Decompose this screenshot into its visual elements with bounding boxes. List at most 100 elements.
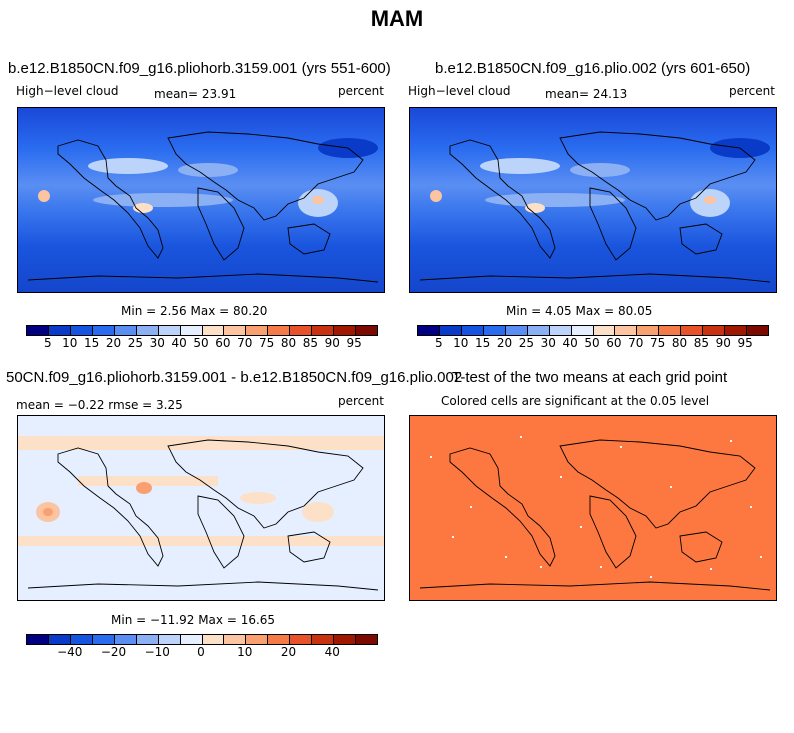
panel-4-map bbox=[409, 415, 777, 601]
colorbar-tick-label: 85 bbox=[302, 336, 319, 350]
colorbar-tick-label: 40 bbox=[562, 336, 578, 350]
colorbar-tick-label: 30 bbox=[540, 336, 556, 350]
panel-2-mean-label: mean= 24.13 bbox=[545, 87, 628, 101]
colorbar-tick-label: 80 bbox=[280, 336, 297, 350]
colorbar-swatch bbox=[27, 635, 49, 644]
colorbar-swatch bbox=[615, 326, 638, 335]
colorbar-tick-label: −10 bbox=[144, 645, 170, 659]
panel-3-units-label: percent bbox=[338, 394, 384, 408]
panel-2-map-graphic bbox=[410, 108, 776, 292]
panel-1-colorbar-ticks: 5 10 15 20 25 30 40 50 60 70 75 80 85 90 95 bbox=[26, 336, 376, 352]
colorbar-swatch bbox=[637, 326, 660, 335]
colorbar-swatch bbox=[114, 326, 137, 335]
panel-4-title: T-test of the two means at each grid poi… bbox=[452, 369, 728, 386]
colorbar-swatch bbox=[593, 326, 616, 335]
panel-2-variable-label: High−level cloud bbox=[408, 84, 511, 98]
panel-2-map bbox=[409, 107, 777, 293]
colorbar-swatch bbox=[725, 326, 748, 335]
panel-4-map-graphic bbox=[410, 416, 776, 600]
colorbar-swatch bbox=[418, 326, 440, 335]
colorbar-swatch bbox=[747, 326, 768, 335]
panel-1-map bbox=[17, 107, 385, 293]
panel-3-min-max: Min = −11.92 Max = 16.65 bbox=[111, 613, 276, 627]
colorbar-swatch bbox=[70, 635, 93, 644]
colorbar-swatch bbox=[334, 326, 357, 335]
colorbar-swatch bbox=[136, 635, 159, 644]
colorbar-tick-label: 20 bbox=[496, 336, 513, 350]
panel-1-variable-label: High−level cloud bbox=[16, 84, 119, 98]
colorbar-tick-label: 50 bbox=[584, 336, 600, 350]
colorbar-swatch bbox=[312, 635, 335, 644]
panel-1-colorbar bbox=[26, 325, 378, 336]
panel-2-units-label: percent bbox=[729, 84, 775, 98]
colorbar-swatch bbox=[27, 326, 49, 335]
panel-3-map-graphic bbox=[18, 416, 384, 600]
colorbar-swatch bbox=[334, 635, 357, 644]
colorbar-tick-label: 30 bbox=[149, 336, 165, 350]
colorbar-tick-label: 95 bbox=[737, 336, 753, 350]
colorbar-swatch bbox=[180, 635, 203, 644]
colorbar-swatch bbox=[681, 326, 704, 335]
colorbar-swatch bbox=[136, 326, 159, 335]
colorbar-swatch bbox=[461, 326, 484, 335]
colorbar-swatch bbox=[290, 635, 313, 644]
figure-title: MAM bbox=[370, 6, 424, 31]
colorbar-swatch bbox=[246, 326, 269, 335]
colorbar-swatch bbox=[527, 326, 550, 335]
colorbar-tick-label: 15 bbox=[83, 336, 100, 350]
colorbar-swatch bbox=[549, 326, 572, 335]
colorbar-tick-label: 25 bbox=[518, 336, 535, 350]
colorbar-tick-label: 95 bbox=[346, 336, 362, 350]
panel-2-colorbar-ticks: 5 10 15 20 25 30 40 50 60 70 75 80 85 90 95 bbox=[417, 336, 767, 352]
panel-1-units-label: percent bbox=[338, 84, 384, 98]
colorbar-swatch bbox=[246, 635, 269, 644]
colorbar-swatch bbox=[48, 635, 71, 644]
colorbar-swatch bbox=[92, 326, 115, 335]
panel-1-min-max: Min = 2.56 Max = 80.20 bbox=[121, 304, 268, 318]
colorbar-tick-label: 60 bbox=[606, 336, 622, 350]
colorbar-tick-label: 70 bbox=[237, 336, 253, 350]
colorbar-swatch bbox=[114, 635, 137, 644]
colorbar-swatch bbox=[268, 326, 291, 335]
colorbar-tick-label: 75 bbox=[258, 336, 275, 350]
colorbar-swatch bbox=[92, 635, 115, 644]
colorbar-tick-label: 60 bbox=[215, 336, 231, 350]
colorbar-tick-label: 90 bbox=[324, 336, 340, 350]
colorbar-swatch bbox=[659, 326, 682, 335]
colorbar-swatch bbox=[180, 326, 203, 335]
colorbar-swatch bbox=[356, 635, 377, 644]
panel-1-map-graphic bbox=[18, 108, 384, 292]
panel-4-significance-fill bbox=[410, 416, 776, 600]
colorbar-swatch bbox=[158, 326, 181, 335]
panel-4-significance-label: Colored cells are significant at the 0.0… bbox=[441, 394, 710, 408]
panel-3-colorbar-ticks: −40 −20 −10 0 10 20 40 bbox=[26, 645, 376, 661]
colorbar-swatch bbox=[703, 326, 726, 335]
panel-2-min-max: Min = 4.05 Max = 80.05 bbox=[506, 304, 653, 318]
colorbar-swatch bbox=[48, 326, 71, 335]
colorbar-swatch bbox=[224, 635, 247, 644]
colorbar-tick-label: 20 bbox=[105, 336, 122, 350]
panel-1-mean-label: mean= 23.91 bbox=[154, 87, 237, 101]
colorbar-swatch bbox=[439, 326, 462, 335]
colorbar-tick-label: 10 bbox=[62, 336, 78, 350]
colorbar-swatch bbox=[571, 326, 594, 335]
colorbar-swatch bbox=[158, 635, 181, 644]
colorbar-tick-label: 10 bbox=[453, 336, 469, 350]
colorbar-tick-label: 20 bbox=[280, 645, 297, 659]
colorbar-tick-label: 40 bbox=[171, 336, 187, 350]
panel-2-colorbar bbox=[417, 325, 769, 336]
colorbar-tick-label: 5 bbox=[435, 336, 443, 350]
colorbar-swatch bbox=[268, 635, 291, 644]
colorbar-tick-label: 75 bbox=[649, 336, 666, 350]
colorbar-tick-label: 0 bbox=[197, 645, 205, 659]
panel-3-mean-rmse-label: mean = −0.22 rmse = 3.25 bbox=[16, 398, 183, 412]
colorbar-tick-label: 40 bbox=[324, 645, 340, 659]
colorbar-swatch bbox=[290, 326, 313, 335]
colorbar-swatch bbox=[483, 326, 506, 335]
colorbar-tick-label: 25 bbox=[127, 336, 144, 350]
colorbar-swatch bbox=[202, 635, 225, 644]
colorbar-swatch bbox=[312, 326, 335, 335]
colorbar-tick-label: 10 bbox=[237, 645, 253, 659]
colorbar-swatch bbox=[505, 326, 528, 335]
panel-2-title: b.e12.B1850CN.f09_g16.plio.002 (yrs 601-… bbox=[435, 60, 751, 77]
